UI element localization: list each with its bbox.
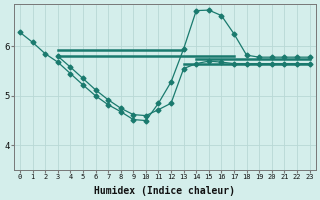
X-axis label: Humidex (Indice chaleur): Humidex (Indice chaleur) xyxy=(94,186,235,196)
